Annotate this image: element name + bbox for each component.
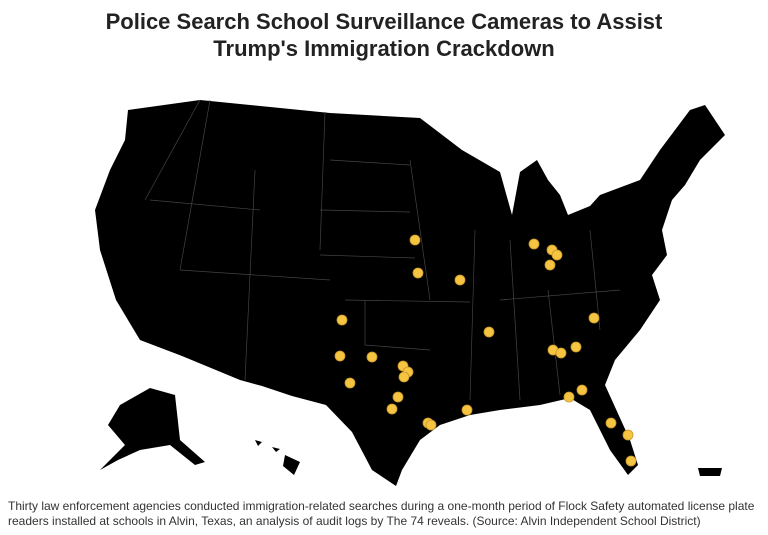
us-mainland (95, 100, 725, 486)
agency-dot (386, 403, 398, 415)
agency-dot (454, 274, 466, 286)
agency-dot (425, 419, 437, 431)
agency-dot (336, 314, 348, 326)
agency-dot (551, 249, 563, 261)
agency-dot (544, 259, 556, 271)
agency-dot (528, 238, 540, 250)
hawaii (255, 440, 300, 475)
agency-dot (483, 326, 495, 338)
agency-dot (344, 377, 356, 389)
agency-dot (366, 351, 378, 363)
agency-dot (605, 417, 617, 429)
agency-dot (622, 429, 634, 441)
state-borders (144, 99, 621, 401)
agency-dot (398, 371, 410, 383)
title: Police Search School Surveillance Camera… (105, 9, 663, 61)
agency-dot (412, 267, 424, 279)
agency-dot (570, 341, 582, 353)
agency-dot (461, 404, 473, 416)
caption: Thirty law enforcement agencies conducte… (8, 499, 755, 528)
puerto-rico (698, 468, 722, 476)
alaska (100, 388, 205, 470)
agency-dot (555, 347, 567, 359)
agency-dot (409, 234, 421, 246)
agency-dot (392, 391, 404, 403)
agency-dot (625, 455, 637, 467)
agency-dot (334, 350, 346, 362)
agency-dot (576, 384, 588, 396)
agency-dot (563, 391, 575, 403)
agency-dots (334, 234, 637, 467)
agency-dot (588, 312, 600, 324)
